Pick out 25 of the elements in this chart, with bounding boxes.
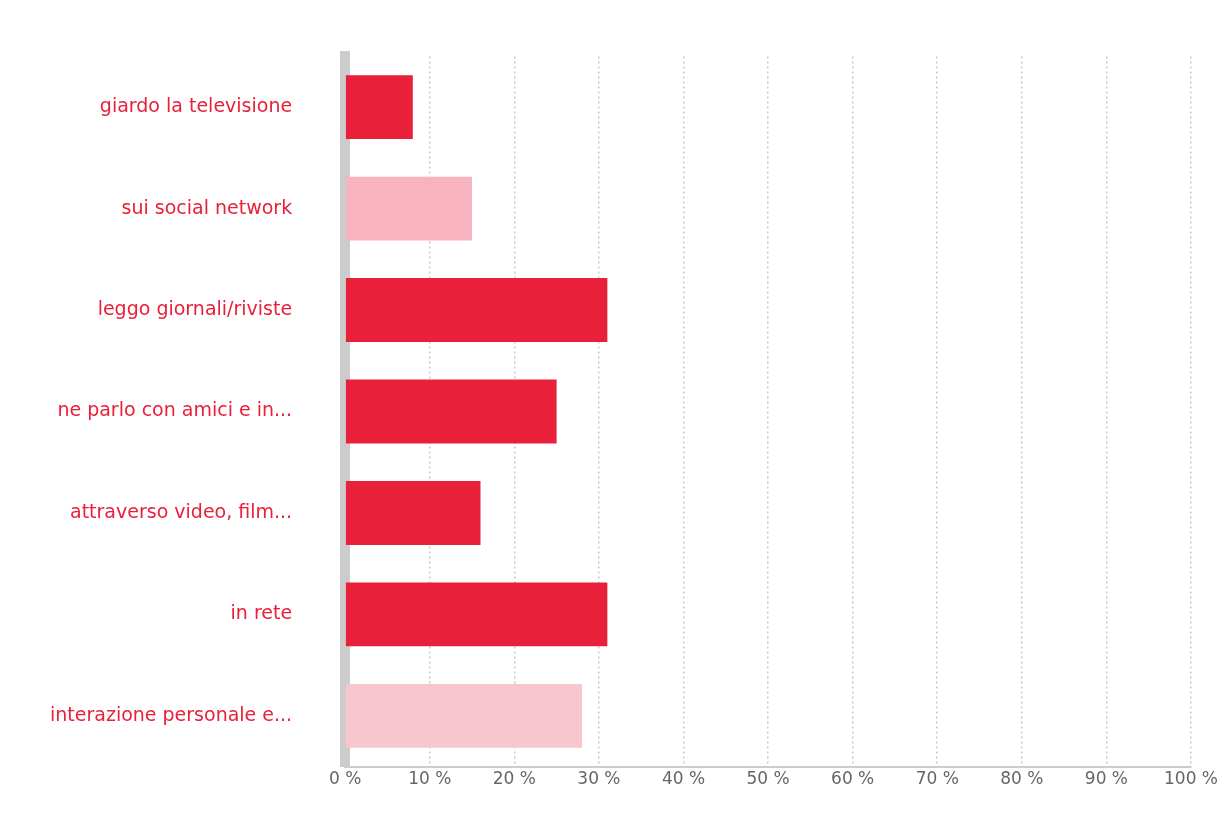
y-tick-label: leggo giornali/riviste — [97, 296, 293, 319]
x-tick-label: 40 % — [661, 768, 706, 789]
x-tick-label: 70 % — [915, 768, 959, 789]
x-tick-label: 20 % — [492, 768, 536, 789]
bar — [345, 278, 608, 342]
bar — [345, 176, 473, 241]
y-tick-label: ne parlo con amici e in... — [57, 398, 293, 421]
x-tick-label: 100 % — [1163, 768, 1219, 789]
bar — [345, 582, 608, 647]
x-tick-label: 50 % — [746, 768, 790, 789]
bar — [345, 683, 582, 748]
bar — [345, 75, 413, 140]
x-tick-label: 60 % — [831, 768, 875, 789]
y-tick-label: giardo la televisione — [99, 94, 293, 117]
bar — [345, 481, 481, 545]
x-tick-label: 90 % — [1084, 768, 1129, 789]
y-tick-label: in rete — [230, 601, 293, 624]
y-tick-label: interazione personale e... — [49, 702, 293, 725]
x-tick-label: 10 % — [408, 768, 452, 789]
y-tick-label: sui social network — [121, 195, 293, 218]
x-tick-label: 0 % — [328, 768, 362, 789]
bar — [345, 379, 557, 444]
x-tick-label: 30 % — [577, 768, 621, 789]
x-tick-label: 80 % — [1000, 768, 1044, 789]
y-tick-label: attraverso video, film... — [69, 499, 293, 522]
